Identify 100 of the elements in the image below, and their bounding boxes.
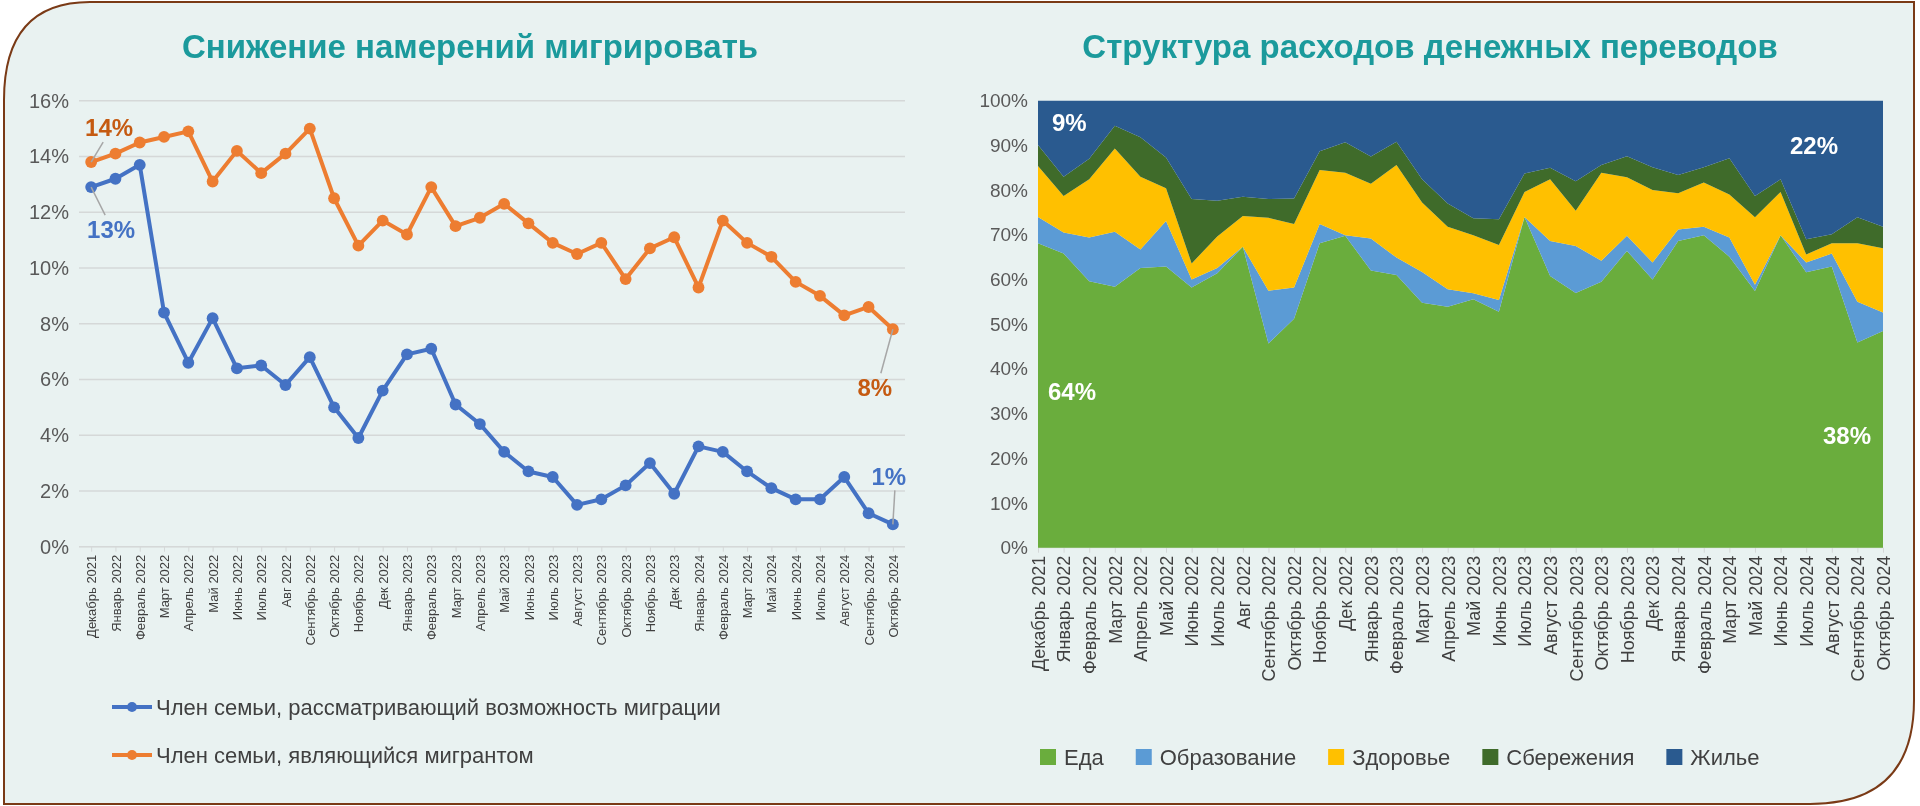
chart-title: Структура расходов денежных переводов — [1082, 28, 1778, 65]
point — [303, 122, 316, 135]
y-tick-label: 6% — [40, 368, 70, 391]
x-tick-label: Июнь 2024 — [1771, 555, 1792, 647]
x-tick-label: Сентябрь 2022 — [1259, 555, 1280, 682]
legend-label: Здоровье — [1352, 744, 1451, 770]
x-tick-label: Апрель 2023 — [472, 554, 488, 632]
x-tick-label: Ноябрь 2022 — [351, 554, 367, 633]
x-tick-label: Март 2023 — [448, 554, 464, 619]
point — [401, 348, 413, 361]
point — [425, 342, 438, 355]
point — [692, 281, 705, 294]
x-tick-label: Июль 2022 — [1208, 555, 1229, 647]
point — [571, 248, 583, 260]
x-tick-label: Март 2023 — [1412, 555, 1433, 644]
point — [692, 440, 705, 453]
point — [255, 167, 268, 180]
annotation: 38% — [1822, 422, 1871, 450]
x-tick-label: Сентябрь 2023 — [1566, 555, 1587, 682]
y-tick-label: 50% — [989, 313, 1029, 335]
legend-label: Член семьи, рассматривающий возможность миграции — [156, 694, 721, 720]
point — [473, 211, 486, 224]
x-tick-label: Январь 2022 — [1054, 555, 1075, 663]
y-tick-label: 20% — [989, 447, 1029, 469]
point — [619, 273, 632, 286]
point — [765, 482, 778, 495]
x-tick-label: Май 2023 — [497, 554, 513, 613]
point — [862, 507, 875, 520]
x-tick-label: Ноябрь 2022 — [1310, 555, 1331, 664]
point — [546, 236, 559, 249]
point — [643, 242, 656, 255]
x-tick-label: Январь 2022 — [108, 554, 124, 632]
point — [643, 457, 656, 469]
point — [352, 239, 365, 252]
x-tick-label: Июнь 2023 — [521, 554, 537, 621]
x-tick-label: Ноябрь 2023 — [1617, 555, 1638, 664]
point — [449, 398, 462, 411]
x-tick-label: Февраль 2024 — [715, 554, 731, 641]
y-tick-label: 40% — [989, 358, 1029, 380]
x-tick-label: Октябрь 2023 — [1592, 555, 1613, 671]
y-tick-label: 60% — [989, 269, 1029, 291]
x-tick-label: Февраль 2023 — [424, 554, 440, 641]
point — [741, 236, 754, 249]
x-tick-label: Ноябрь 2023 — [642, 554, 658, 633]
y-tick-label: 30% — [989, 403, 1029, 425]
point — [352, 432, 365, 444]
point — [230, 362, 243, 375]
point — [595, 236, 608, 249]
x-tick-label: Дек 2023 — [667, 554, 683, 609]
point — [255, 359, 268, 372]
point — [158, 306, 170, 319]
y-tick-label: 2% — [40, 479, 70, 502]
y-tick-label: 16% — [28, 89, 70, 112]
x-tick-label: Октябрь 2022 — [327, 554, 343, 638]
x-tick-label: Май 2022 — [1156, 555, 1177, 637]
y-tick-label: 10% — [989, 492, 1029, 514]
x-tick-label: Январь 2023 — [1361, 555, 1382, 663]
point — [619, 479, 632, 492]
point — [595, 493, 608, 506]
point — [133, 158, 146, 171]
x-tick-label: Дек 2022 — [375, 554, 391, 609]
annotation: 22% — [1789, 131, 1838, 159]
point — [182, 356, 195, 369]
annotation: 14% — [85, 114, 134, 142]
x-tick-label: Декабрь 2021 — [1028, 555, 1049, 671]
point — [741, 465, 754, 478]
point — [401, 228, 413, 241]
point — [789, 493, 802, 506]
point — [133, 136, 146, 149]
x-tick-label: Июль 2023 — [545, 554, 561, 621]
chart-title: Снижение намерений мигрировать — [181, 28, 759, 65]
point — [571, 498, 583, 511]
x-tick-label: Апрель 2022 — [1131, 555, 1152, 662]
point — [85, 181, 98, 194]
x-tick-label: Сентябрь 2024 — [861, 554, 877, 646]
x-tick-label: Январь 2023 — [400, 554, 416, 632]
annotation: 13% — [87, 215, 136, 243]
y-tick-label: 100% — [979, 90, 1029, 112]
point — [668, 487, 681, 500]
x-tick-label: Дек 2023 — [1643, 555, 1664, 631]
x-tick-label: Август 2023 — [570, 554, 586, 627]
point — [449, 220, 462, 233]
x-tick-label: Май 2024 — [764, 554, 780, 613]
x-tick-label: Июль 2023 — [1515, 555, 1536, 647]
y-tick-label: 80% — [989, 179, 1029, 201]
x-tick-label: Май 2022 — [205, 554, 221, 613]
x-tick-label: Апрель 2022 — [181, 554, 197, 632]
x-tick-label: Март 2022 — [157, 554, 173, 619]
x-tick-label: Март 2022 — [1105, 555, 1126, 644]
legend-label: Жилье — [1690, 744, 1760, 770]
point — [814, 289, 826, 302]
y-tick-label: 90% — [989, 134, 1029, 156]
x-tick-label: Март 2024 — [740, 554, 756, 619]
y-tick-label: 70% — [989, 224, 1029, 246]
x-tick-label: Дек 2022 — [1336, 555, 1357, 631]
point — [668, 231, 681, 244]
point — [716, 214, 729, 227]
x-tick-label: Июнь 2022 — [1182, 555, 1203, 647]
x-tick-label: Сентябрь 2024 — [1848, 555, 1869, 682]
annotation: 64% — [1048, 377, 1097, 405]
